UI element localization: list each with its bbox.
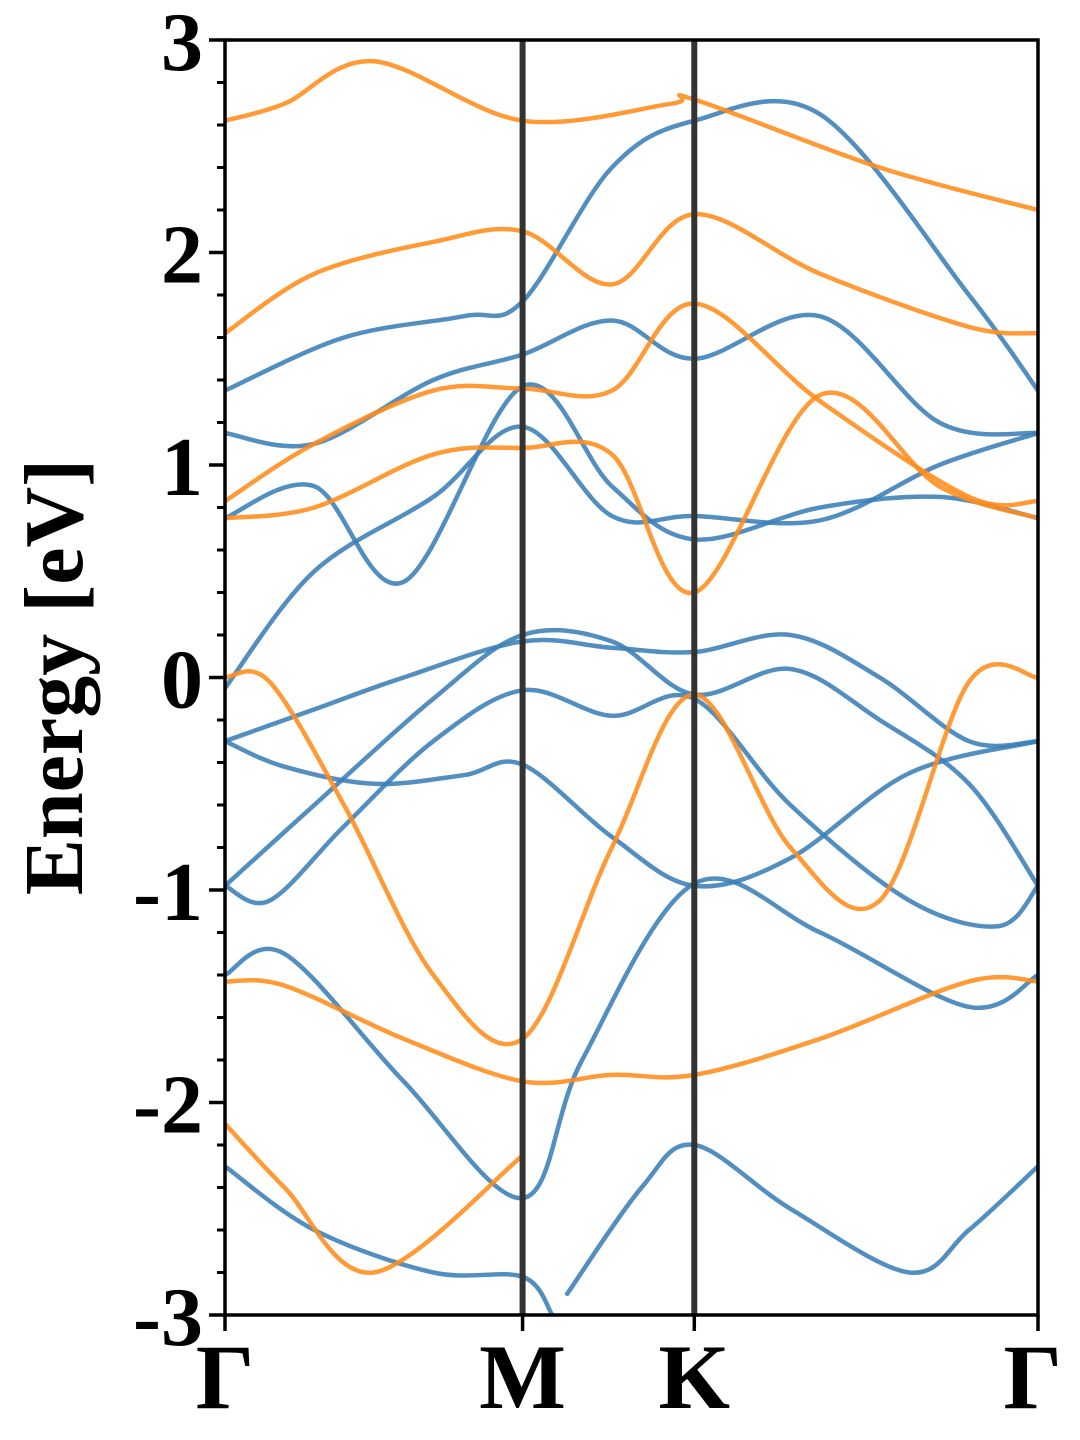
y-tick-label: 2 xyxy=(161,209,203,302)
y-axis-title: Energy [eV] xyxy=(8,459,101,895)
symmetry-point-lines xyxy=(519,40,698,1315)
y-tick-label: 3 xyxy=(161,0,203,89)
x-tick-label-K: K xyxy=(659,1326,731,1428)
band-line-spin_down-11 xyxy=(225,662,1038,1047)
band-line-spin_down-14 xyxy=(225,301,1038,508)
band-line-spin_up-7 xyxy=(225,382,1038,586)
band-line-spin_down-13 xyxy=(225,390,1038,596)
band-line-spin_up-9 xyxy=(225,98,1038,393)
band-line-spin_down-16 xyxy=(225,59,1038,213)
band-line-spin_down-15 xyxy=(225,211,1038,336)
band-line-spin_up-6 xyxy=(564,1142,1038,1297)
y-tick-label: -2 xyxy=(133,1059,203,1152)
band-line-spin_up-5 xyxy=(225,1164,555,1315)
band-line-spin_up-3 xyxy=(225,628,1038,889)
band-line-spin_up-10 xyxy=(225,424,1038,691)
band-line-spin_up-1 xyxy=(225,687,1038,929)
y-tick-label: -1 xyxy=(133,846,203,939)
band-line-spin_up-2 xyxy=(225,632,1038,749)
y-tick-label: 1 xyxy=(161,421,203,514)
x-tick-label-Γ: Γ xyxy=(1003,1326,1062,1428)
band-lines xyxy=(225,59,1038,1315)
y-axis-ticks: 3 2 1 0 -1 -2 -3 xyxy=(133,0,225,1364)
x-tick-label-M: M xyxy=(479,1326,566,1428)
band-line-spin_down-12 xyxy=(225,974,1038,1086)
y-tick-label: 0 xyxy=(161,634,203,727)
x-tick-label-Γ: Γ xyxy=(196,1326,255,1428)
y-tick-label: -3 xyxy=(133,1271,203,1364)
band-line-spin_up-4 xyxy=(225,876,1038,1201)
plot-frame xyxy=(223,38,1040,1317)
band-line-spin_down-17 xyxy=(225,1121,525,1275)
